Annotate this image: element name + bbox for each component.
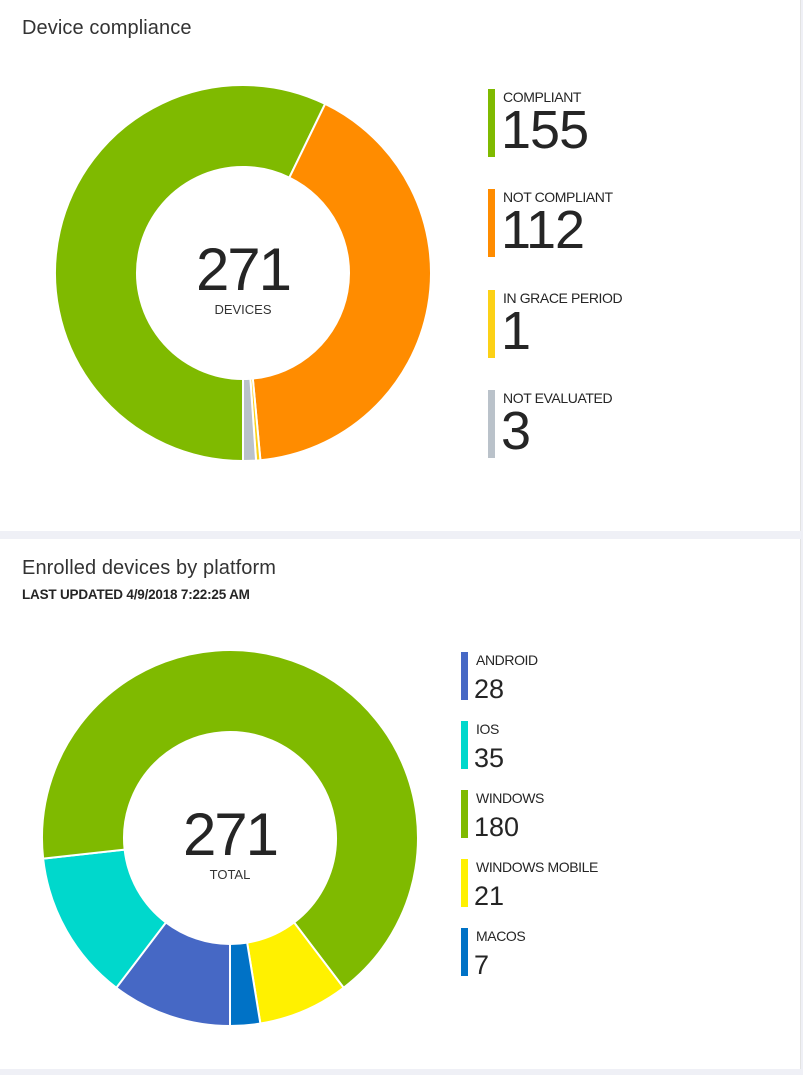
color-swatch	[461, 652, 468, 700]
legend-value: 3	[501, 401, 531, 461]
donut-slice-compliant[interactable]	[55, 85, 327, 461]
card-title: Enrolled devices by platform	[22, 557, 277, 579]
total-caption: DEVICES	[214, 302, 272, 317]
legend-value: 7	[474, 950, 490, 980]
last-updated: LAST UPDATED 4/9/2018 7:22:25 AM	[22, 587, 250, 602]
legend-label: WINDOWS MOBILE	[476, 859, 598, 875]
legend-label: NOT COMPLIANT	[503, 189, 613, 205]
color-swatch	[461, 721, 468, 769]
legend-value: 155	[501, 100, 589, 160]
compliance-donut-chart[interactable]	[55, 85, 431, 461]
legend-value: 28	[474, 674, 505, 704]
donut-slice-not-evaluated[interactable]	[242, 377, 258, 461]
donut-slice-macos[interactable]	[229, 941, 262, 1026]
color-swatch	[488, 89, 495, 157]
card-title: Device compliance	[22, 17, 192, 39]
platform-donut-chart[interactable]	[42, 650, 418, 1026]
legend-value: 180	[474, 812, 520, 842]
legend-label: IN GRACE PERIOD	[503, 290, 623, 306]
total-caption: TOTAL	[209, 867, 251, 882]
legend-value: 1	[501, 301, 531, 361]
legend-label: ANDROID	[476, 652, 538, 668]
color-swatch	[461, 790, 468, 838]
legend-label: NOT EVALUATED	[503, 390, 613, 406]
donut-slice-windows[interactable]	[42, 650, 418, 990]
legend-label: MACOS	[476, 928, 526, 944]
legend-label: COMPLIANT	[503, 89, 582, 105]
legend-label: WINDOWS	[476, 790, 544, 806]
legend-label: IOS	[476, 721, 499, 737]
color-swatch	[488, 290, 495, 358]
platform-total: 271 TOTAL	[170, 801, 290, 883]
color-swatch	[461, 859, 468, 907]
legend-value: 21	[474, 881, 505, 911]
compliance-total: 271 DEVICES	[183, 236, 303, 318]
color-swatch	[488, 390, 495, 458]
device-compliance-card: Device compliance 271 DEVICES COMPLIANT …	[0, 0, 801, 531]
legend-value: 112	[501, 200, 585, 260]
color-swatch	[488, 189, 495, 257]
total-value: 271	[195, 236, 292, 303]
enrolled-devices-card: Enrolled devices by platform LAST UPDATE…	[0, 539, 801, 1069]
total-value: 271	[182, 801, 279, 868]
color-swatch	[461, 928, 468, 976]
legend-value: 35	[474, 743, 505, 773]
donut-slice-not-compliant[interactable]	[251, 102, 431, 461]
